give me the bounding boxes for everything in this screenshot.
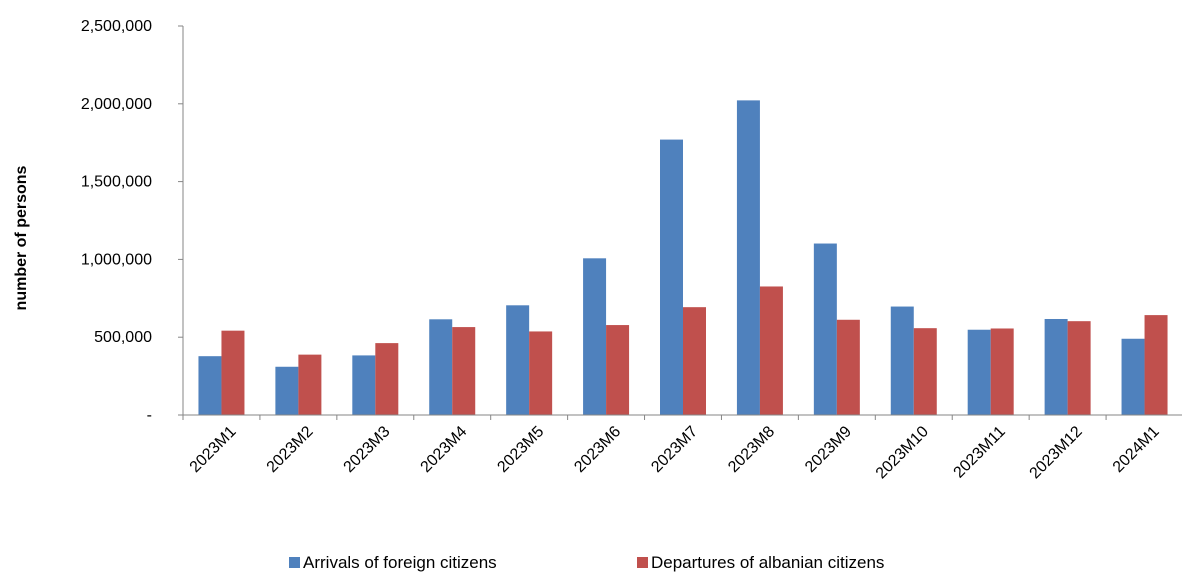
bar-departures-2023M3 bbox=[375, 343, 399, 415]
bar-departures-2023M8 bbox=[759, 286, 783, 415]
x-tick-label: 2023M3 bbox=[341, 423, 394, 476]
x-tick-label: 2023M7 bbox=[648, 423, 701, 476]
bar-arrivals-2024M1 bbox=[1121, 338, 1145, 415]
legend-label: Arrivals of foreign citizens bbox=[303, 553, 497, 572]
bar-arrivals-2023M4 bbox=[429, 319, 453, 415]
y-tick-label: 1,000,000 bbox=[81, 251, 152, 268]
bar-departures-2023M10 bbox=[913, 328, 937, 415]
legend-swatch bbox=[637, 557, 648, 568]
bar-departures-2023M5 bbox=[529, 331, 553, 415]
x-tick-label: 2023M5 bbox=[494, 423, 547, 476]
bar-arrivals-2023M11 bbox=[967, 329, 991, 415]
legend-label: Departures of albanian citizens bbox=[651, 553, 884, 572]
y-axis-label: number of persons bbox=[13, 165, 30, 310]
bar-arrivals-2023M8 bbox=[736, 100, 760, 415]
bar-arrivals-2023M10 bbox=[890, 306, 914, 415]
y-tick-label: - bbox=[147, 407, 152, 424]
x-tick-label: 2023M12 bbox=[1027, 423, 1086, 482]
bar-arrivals-2023M7 bbox=[660, 139, 683, 415]
y-tick-label: 1,500,000 bbox=[81, 174, 152, 191]
bar-departures-2023M4 bbox=[452, 327, 476, 415]
x-tick-label: 2023M4 bbox=[418, 423, 471, 476]
bar-arrivals-2023M1 bbox=[198, 356, 222, 415]
bar-departures-2023M9 bbox=[836, 319, 860, 415]
bar-departures-2024M1 bbox=[1144, 315, 1168, 415]
bar-departures-2023M1 bbox=[221, 330, 245, 415]
bar-arrivals-2023M9 bbox=[813, 243, 837, 415]
bar-departures-2023M2 bbox=[298, 354, 322, 415]
x-tick-label: 2023M6 bbox=[571, 423, 624, 476]
x-tick-label: 2024M1 bbox=[1110, 423, 1163, 476]
legend: Arrivals of foreign citizens Departures o… bbox=[289, 553, 884, 572]
bar-departures-2023M12 bbox=[1067, 321, 1091, 415]
y-tick-label: 2,500,000 bbox=[81, 18, 152, 35]
bar-arrivals-2023M6 bbox=[583, 258, 607, 415]
x-tick-label: 2023M1 bbox=[187, 423, 240, 476]
bar-arrivals-2023M5 bbox=[506, 305, 530, 415]
bar-departures-2023M7 bbox=[683, 307, 706, 415]
bar-arrivals-2023M2 bbox=[275, 366, 299, 415]
x-tick-label: 2023M2 bbox=[264, 423, 317, 476]
bar-departures-2023M6 bbox=[606, 325, 630, 415]
legend-swatch bbox=[289, 557, 300, 568]
x-tick-label: 2023M9 bbox=[802, 423, 855, 476]
y-tick-label: 2,000,000 bbox=[81, 96, 152, 113]
x-tick-label: 2023M11 bbox=[951, 423, 1009, 481]
bar-departures-2023M11 bbox=[990, 328, 1014, 415]
bar-arrivals-2023M12 bbox=[1044, 318, 1068, 415]
x-tick-label: 2023M10 bbox=[873, 423, 932, 482]
y-tick-label: 500,000 bbox=[94, 329, 152, 346]
bar-arrivals-2023M3 bbox=[352, 355, 376, 415]
x-tick-label: 2023M8 bbox=[725, 423, 778, 476]
